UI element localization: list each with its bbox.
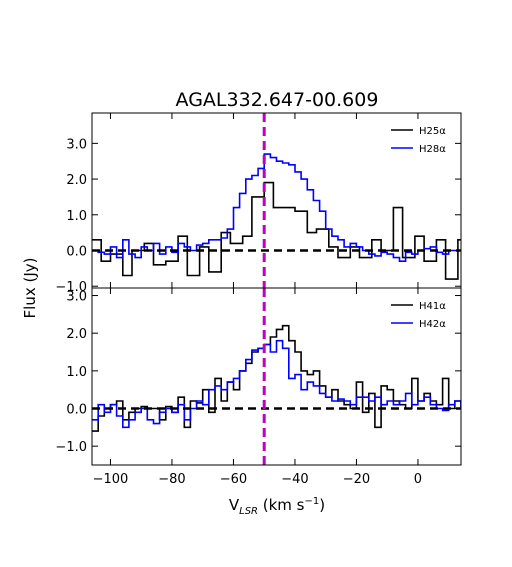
chart-title: AGAL332.647-00.609 xyxy=(176,89,379,111)
legend: H41α H42α xyxy=(391,301,446,330)
y-tick-label: 0.0 xyxy=(66,403,87,418)
x-tick-label: −80 xyxy=(158,472,185,487)
x-tick-label: 0 xyxy=(414,472,422,487)
panel-frame xyxy=(91,287,462,466)
x-axis-label-subscript: LSR xyxy=(239,506,258,517)
legend-label-2: H42α xyxy=(419,319,446,330)
y-tick-label: 2.0 xyxy=(66,173,87,188)
legend-label-1: H25α xyxy=(419,126,446,137)
x-tick-label: −60 xyxy=(220,472,247,487)
y-tick-label: 1.0 xyxy=(66,209,87,224)
legend: H25α H28α xyxy=(391,126,446,155)
legend-label-2: H28α xyxy=(419,144,446,155)
y-tick-label: −1.0 xyxy=(55,280,87,295)
x-axis-label-unit: (km s xyxy=(258,496,305,514)
x-axis-label-unit-close: ) xyxy=(319,496,325,514)
x-axis-label-main: V xyxy=(229,496,240,514)
y-tick-label: 0.0 xyxy=(66,245,87,260)
x-axis-label: VLSR (km s−1) xyxy=(229,496,325,517)
top-spectrum-panel: −1.0 0.0 1.0 2.0 3.0 H25α H28α xyxy=(55,112,462,295)
series-2-step-line xyxy=(92,339,461,429)
y-tick-label: 1.0 xyxy=(66,365,87,380)
y-tick-label: 3.0 xyxy=(66,290,87,305)
x-tick-label: −100 xyxy=(93,472,129,487)
plot-area xyxy=(92,288,461,465)
y-tick-label: 3.0 xyxy=(66,137,87,152)
series-1-step-line xyxy=(92,181,461,280)
series-2-step-line xyxy=(92,153,461,262)
y-tick-label: 2.0 xyxy=(66,327,87,342)
x-tick-label: −40 xyxy=(281,472,308,487)
legend-label-1: H41α xyxy=(419,301,446,312)
plot-area xyxy=(92,113,461,288)
bottom-spectrum-panel: −1.0 0.0 1.0 2.0 3.0 −100 −80 −60 −40 −20 0 H41α H42… xyxy=(55,287,462,487)
y-axis-label: Flux (Jy) xyxy=(21,258,39,319)
x-axis-label-exponent: −1 xyxy=(305,496,320,507)
x-tick-label: −20 xyxy=(343,472,370,487)
y-tick-label: −1.0 xyxy=(55,440,87,455)
